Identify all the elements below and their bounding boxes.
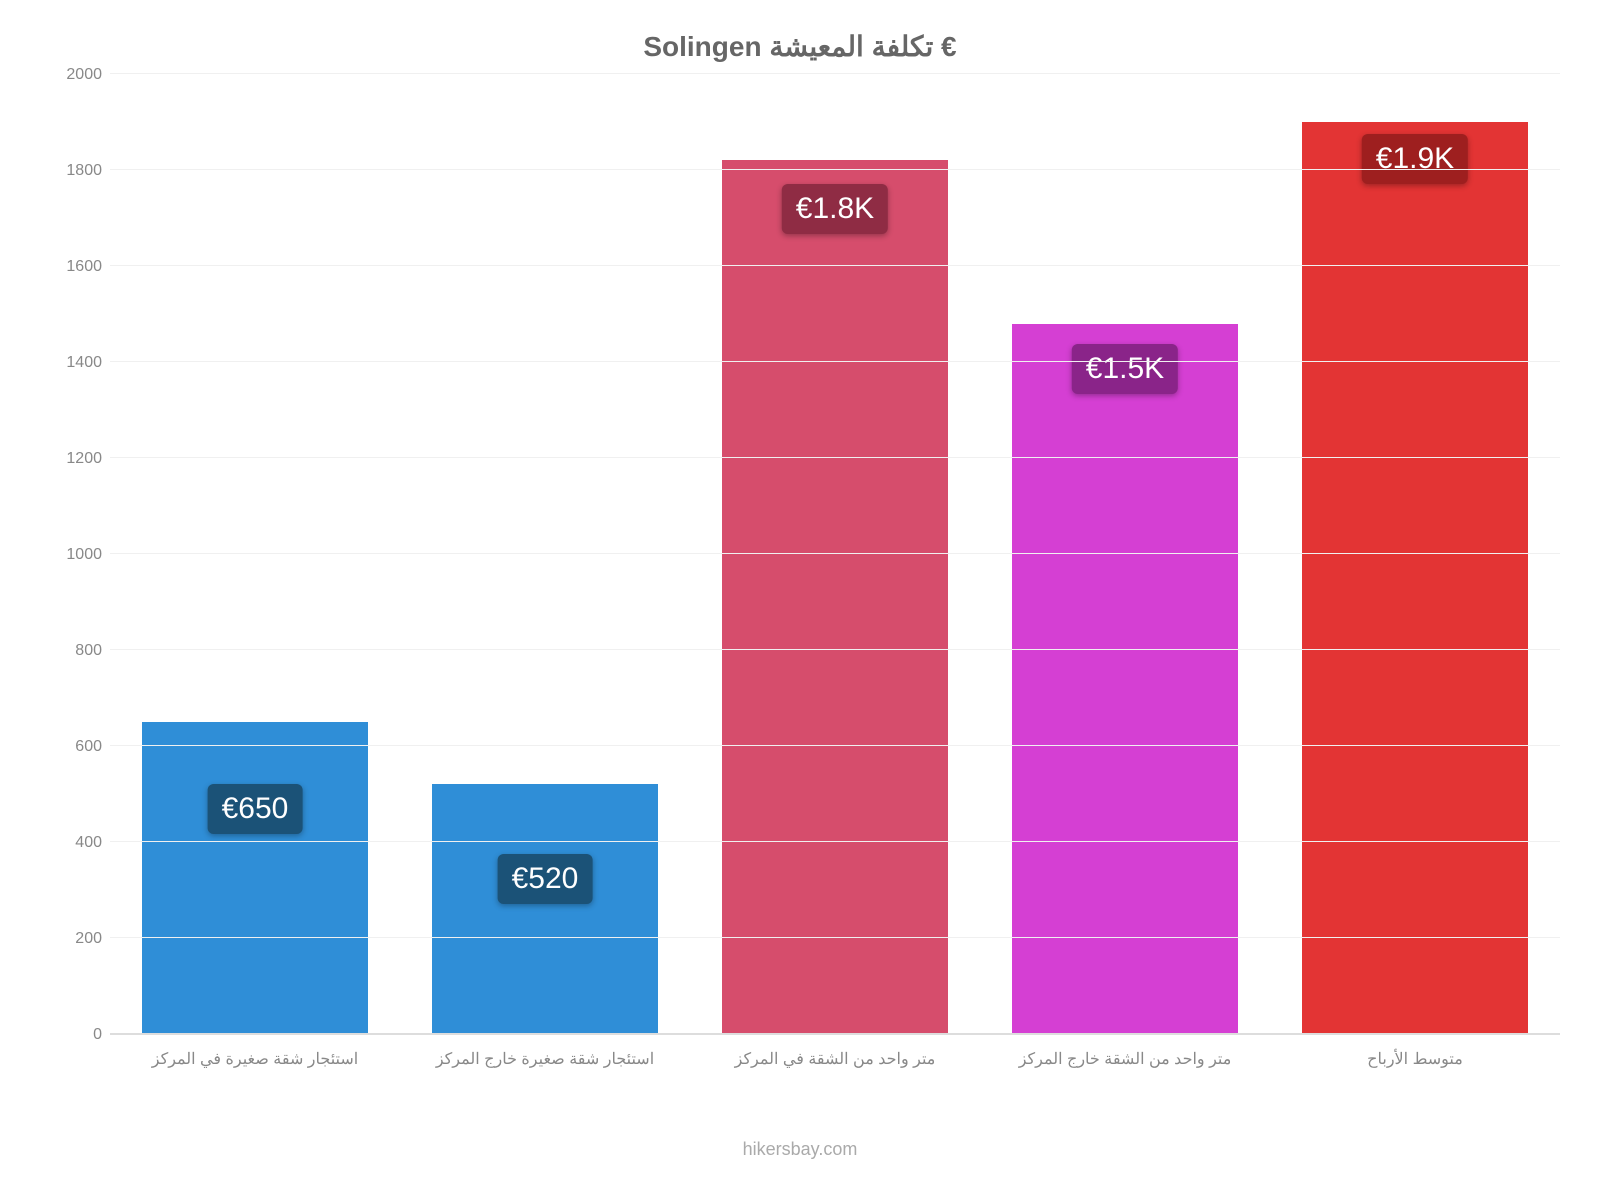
value-badge: €650 (208, 784, 303, 834)
x-tick-label: متوسط الأرباح (1270, 1035, 1560, 1069)
bar: €1.9K (1302, 122, 1528, 1034)
attribution: hikersbay.com (40, 1139, 1560, 1160)
gridline (110, 361, 1560, 362)
x-tick-label: متر واحد من الشقة في المركز (690, 1035, 980, 1069)
bar-slot: €1.5K (980, 75, 1270, 1034)
gridline (110, 841, 1560, 842)
gridline (110, 73, 1560, 74)
chart-title: Solingen تكلفة المعيشة € (40, 30, 1560, 63)
gridline (110, 265, 1560, 266)
plot-area: 0200400600800100012001400160018002000 €6… (40, 75, 1560, 1035)
gridline (110, 169, 1560, 170)
bar: €1.8K (722, 160, 948, 1034)
bar: €1.5K (1012, 324, 1238, 1034)
y-tick-label: 1000 (66, 546, 102, 564)
gridline (110, 553, 1560, 554)
y-tick-label: 200 (75, 930, 102, 948)
value-badge: €1.9K (1362, 134, 1468, 184)
bar: €520 (432, 784, 658, 1034)
bars-row: €650 €520 €1.8K €1.5K €1.9K (110, 75, 1560, 1034)
x-tick-label: استئجار شقة صغيرة في المركز (110, 1035, 400, 1069)
value-badge: €520 (498, 854, 593, 904)
bar-slot: €650 (110, 75, 400, 1034)
y-tick-label: 600 (75, 738, 102, 756)
bar: €650 (142, 722, 368, 1034)
y-tick-label: 1400 (66, 354, 102, 372)
y-tick-label: 0 (93, 1026, 102, 1044)
bar-slot: €1.8K (690, 75, 980, 1034)
bar-slot: €520 (400, 75, 690, 1034)
y-tick-label: 800 (75, 642, 102, 660)
bar-slot: €1.9K (1270, 75, 1560, 1034)
gridline (110, 649, 1560, 650)
value-badge: €1.5K (1072, 344, 1178, 394)
gridline (110, 937, 1560, 938)
gridline (110, 745, 1560, 746)
x-tick-label: استئجار شقة صغيرة خارج المركز (400, 1035, 690, 1069)
x-axis: استئجار شقة صغيرة في المركزاستئجار شقة ص… (110, 1035, 1560, 1069)
y-tick-label: 1200 (66, 450, 102, 468)
value-badge: €1.8K (782, 184, 888, 234)
y-tick-label: 1600 (66, 258, 102, 276)
y-axis: 0200400600800100012001400160018002000 (40, 75, 110, 1035)
gridline (110, 457, 1560, 458)
y-tick-label: 400 (75, 834, 102, 852)
chart-container: Solingen تكلفة المعيشة € 0 200 400 600 800 10… (0, 0, 1600, 1200)
grid-zone: €650 €520 €1.8K €1.5K €1.9K (110, 75, 1560, 1035)
y-tick-label: 1800 (66, 162, 102, 180)
x-tick-label: متر واحد من الشقة خارج المركز (980, 1035, 1270, 1069)
y-tick-label: 2000 (66, 66, 102, 84)
gridline (110, 1033, 1560, 1034)
